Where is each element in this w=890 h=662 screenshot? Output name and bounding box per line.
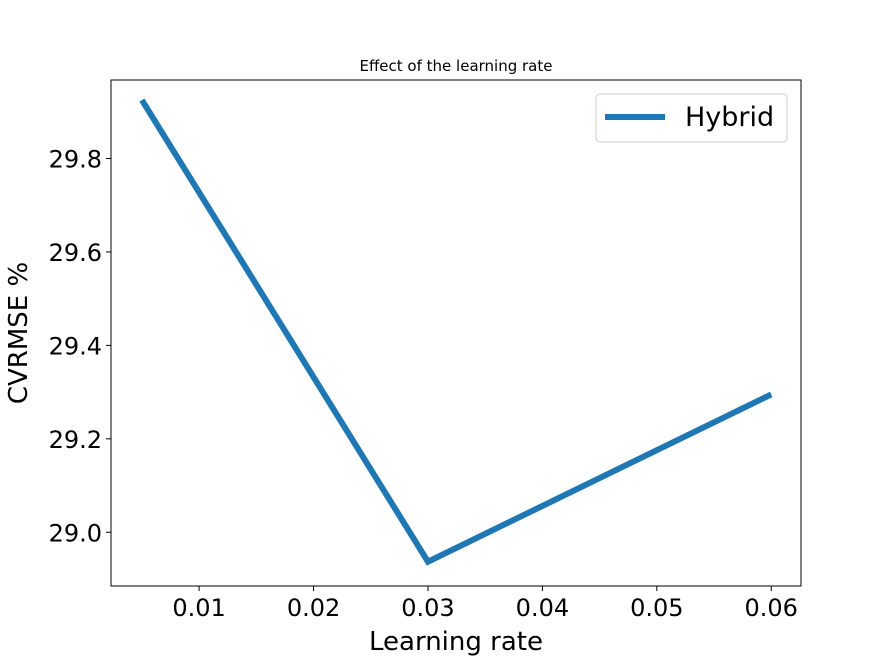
x-tick-label: 0.01 xyxy=(172,594,225,622)
y-tick-label: 29.2 xyxy=(49,426,102,454)
x-tick-label: 0.05 xyxy=(630,594,683,622)
legend: Hybrid xyxy=(596,94,787,142)
y-tick-label: 29.0 xyxy=(49,519,102,547)
y-axis-label: CVRMSE % xyxy=(4,262,34,404)
x-axis-label: Learning rate xyxy=(369,627,543,657)
y-tick-label: 29.8 xyxy=(49,145,102,173)
chart-title: Effect of the learning rate xyxy=(360,57,553,75)
x-tick-label: 0.02 xyxy=(287,594,340,622)
x-tick-label: 0.03 xyxy=(401,594,454,622)
legend-label-hybrid: Hybrid xyxy=(685,102,774,133)
y-tick-label: 29.4 xyxy=(49,332,102,360)
y-tick-label: 29.6 xyxy=(49,239,102,267)
x-tick-label: 0.04 xyxy=(516,594,569,622)
x-tick-label: 0.06 xyxy=(745,594,798,622)
